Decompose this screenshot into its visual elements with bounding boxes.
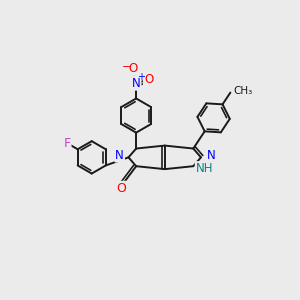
Text: N: N — [115, 148, 124, 161]
Text: +: + — [137, 72, 146, 82]
Text: F: F — [63, 136, 70, 150]
Text: N: N — [132, 77, 140, 90]
Text: N: N — [207, 148, 216, 161]
Text: O: O — [128, 62, 137, 75]
Text: −: − — [122, 62, 131, 72]
Text: NH: NH — [196, 162, 213, 175]
Text: O: O — [116, 182, 126, 195]
Text: CH₃: CH₃ — [233, 86, 253, 96]
Text: O: O — [144, 73, 153, 86]
